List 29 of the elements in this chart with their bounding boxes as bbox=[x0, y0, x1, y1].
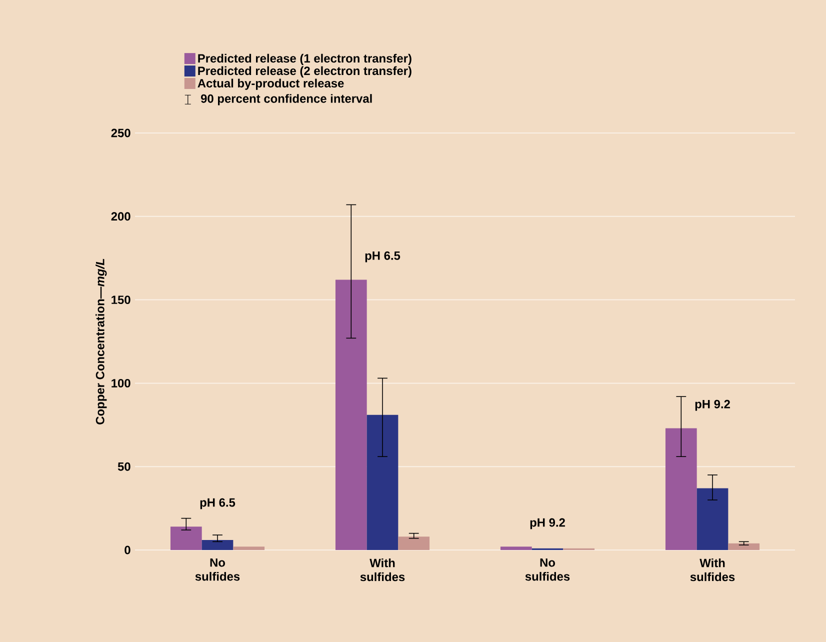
bar bbox=[202, 540, 234, 550]
bar bbox=[398, 536, 430, 550]
legend-label: Actual by-product release bbox=[198, 78, 344, 90]
legend-label: Predicted release (1 electron transfer) bbox=[198, 54, 412, 65]
bar bbox=[665, 428, 697, 550]
y-tick-label: 100 bbox=[112, 378, 130, 388]
bar bbox=[696, 488, 728, 550]
y-tick-label: 200 bbox=[111, 212, 130, 221]
bar bbox=[170, 526, 202, 550]
y-tick-label: 250 bbox=[111, 128, 130, 138]
y-axis-title: Copper Concentration—mg/L bbox=[96, 258, 107, 424]
annotation: pH 6.5 bbox=[200, 498, 236, 510]
x-tick-label: With sulfides bbox=[360, 558, 405, 582]
annotation: pH 9.2 bbox=[695, 400, 730, 411]
y-tick-label: 0 bbox=[124, 546, 130, 554]
x-tick-label: With sulfides bbox=[690, 558, 735, 582]
bar bbox=[233, 546, 265, 550]
y-tick-label: 50 bbox=[118, 462, 130, 471]
bar bbox=[500, 546, 532, 550]
x-tick-label: No sulfides bbox=[525, 558, 570, 581]
bar bbox=[366, 414, 398, 550]
x-tick-label: No sulfides bbox=[195, 558, 240, 581]
annotation: pH 9.2 bbox=[530, 518, 565, 530]
legend-label: Predicted release (2 electron transfer) bbox=[198, 66, 412, 78]
bar bbox=[728, 543, 760, 550]
annotation: pH 6.5 bbox=[365, 251, 400, 262]
text: 90 percent confidence interval bbox=[200, 94, 372, 106]
bar bbox=[335, 280, 367, 550]
y-tick-label: 150 bbox=[112, 296, 130, 304]
